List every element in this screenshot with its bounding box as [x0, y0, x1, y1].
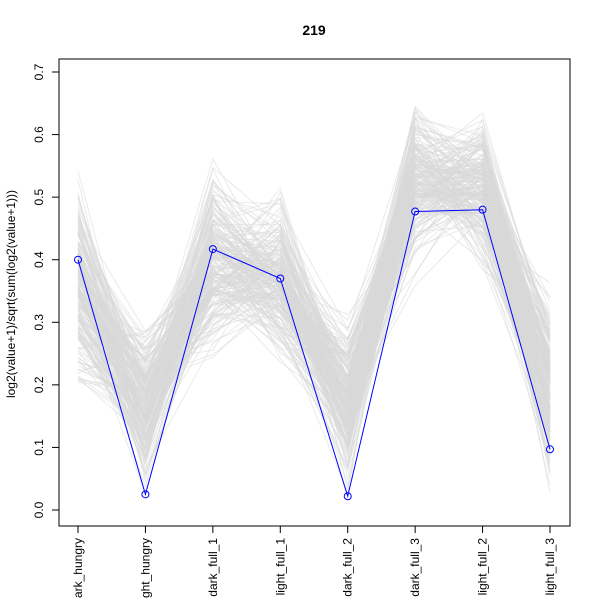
y-axis-label: log2(value+1)/sqrt(sum(log2(value+1))) [4, 190, 18, 398]
y-axis: 0.0 0.1 0.2 0.3 0.4 0.5 0.6 0.7 [32, 63, 59, 518]
background-series-line [77, 144, 551, 452]
background-series-line [77, 155, 551, 473]
background-series-line [77, 134, 551, 367]
highlight-series [74, 205, 554, 501]
x-tick-label: light_full_2 [476, 538, 490, 596]
chart-title: 219 [302, 22, 326, 38]
y-tick-label: 0.6 [32, 126, 46, 143]
highlight-point [343, 492, 352, 501]
y-tick-label: 0.2 [32, 376, 46, 393]
background-series-line [77, 172, 551, 464]
x-axis: ark_hungry ght_hungry dark_full_1 light_ful… [71, 526, 557, 598]
highlight-point [478, 205, 487, 214]
y-tick-label: 0.0 [32, 501, 46, 518]
background-series-line [77, 209, 551, 471]
background-series-line [77, 148, 551, 458]
background-series-line [77, 168, 551, 398]
background-series-line [77, 129, 551, 449]
y-tick-label: 0.5 [32, 188, 46, 205]
y-tick-label: 0.7 [32, 63, 46, 80]
background-series-line [77, 182, 551, 451]
background-series-line [77, 124, 551, 437]
highlight-point [141, 490, 150, 499]
y-tick-label: 0.1 [32, 439, 46, 456]
background-series-line [77, 136, 551, 461]
background-series-line [77, 131, 551, 453]
background-series-line [77, 178, 551, 477]
background-series-line [77, 112, 551, 363]
background-series-line [77, 225, 551, 408]
x-tick-label: light_full_1 [273, 538, 287, 596]
highlight-point [411, 207, 420, 216]
background-series-line [77, 117, 551, 460]
highlight-point [546, 445, 554, 454]
x-tick-label: ght_hungry [138, 538, 152, 598]
y-tick-label: 0.3 [32, 314, 46, 331]
plot-frame [58, 58, 571, 527]
background-series-line [77, 172, 551, 430]
background-series-line [77, 116, 551, 495]
highlight-point [276, 274, 285, 283]
x-tick-label: dark_full_2 [341, 538, 355, 597]
highlight-point [74, 255, 82, 264]
y-tick-label: 0.4 [32, 251, 46, 268]
x-tick-label: light_full_3 [543, 538, 557, 596]
highlight-point [208, 245, 217, 254]
x-tick-label: ark_hungry [71, 538, 85, 598]
background-lines [77, 105, 551, 496]
x-tick-label: dark_full_1 [206, 538, 220, 597]
x-tick-label: dark_full_3 [408, 538, 422, 597]
highlight-series-line [77, 209, 551, 499]
background-series-line [77, 132, 551, 425]
background-series-line [77, 120, 551, 438]
